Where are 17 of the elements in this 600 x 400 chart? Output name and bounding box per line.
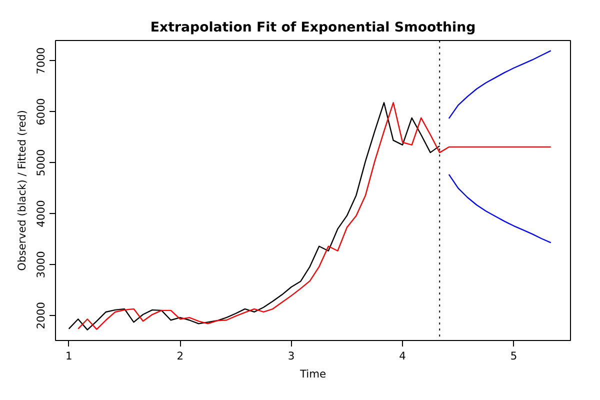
x-tick-label: 5 [510, 350, 518, 362]
y-tick-label: 4000 [34, 200, 48, 228]
y-tick-label: 5000 [34, 148, 48, 176]
x-axis-title: Time [298, 368, 326, 380]
y-axis-title: Observed (black) / Fitted (red) [16, 110, 28, 271]
x-tick-label: 1 [65, 350, 72, 362]
line-series [78, 102, 552, 330]
x-tick-label: 4 [399, 350, 406, 362]
y-tick-label: 6000 [34, 98, 48, 126]
line-series [448, 50, 552, 120]
chart-title: Extrapolation Fit of Exponential Smoothing [150, 20, 476, 36]
y-tick-label: 2000 [34, 302, 48, 330]
x-tick-label: 2 [176, 350, 184, 362]
x-tick-label: 3 [288, 350, 295, 362]
y-tick-label: 3000 [34, 250, 48, 278]
y-tick-label: 7000 [34, 47, 48, 74]
line-series [448, 174, 552, 244]
